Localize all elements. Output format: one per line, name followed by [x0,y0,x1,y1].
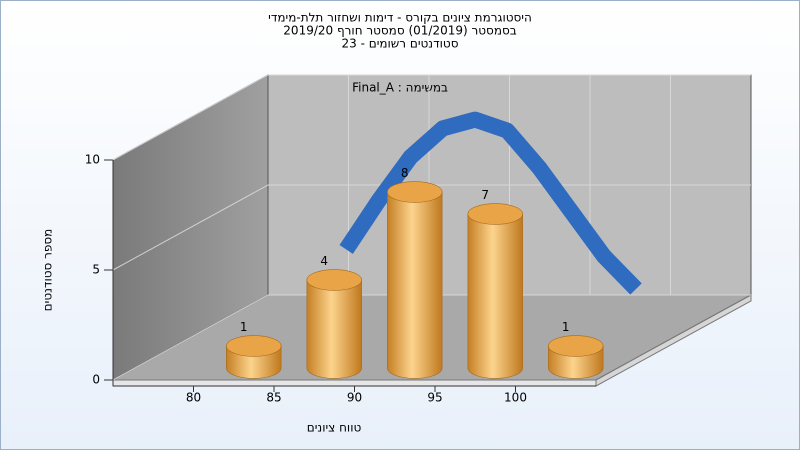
bar-top [548,335,604,357]
grid-line [112,294,269,381]
fit-curve [339,111,642,295]
y-axis-label: מספר סטודנטים [41,229,55,312]
x-tick-label: 90 [347,391,362,405]
bar [548,335,604,379]
x-tick-label: 80 [186,391,201,405]
value-label: 8 [401,166,409,180]
value-label: 7 [481,188,489,202]
bar-top [387,181,443,203]
bar [226,335,282,379]
annotation: Final_A : במשימה [352,81,448,95]
bar-body [306,279,362,379]
floor-edge [112,379,597,387]
bar [306,269,362,379]
bar-top [306,269,362,291]
x-axis-label: טווח ציונים [307,421,362,435]
bar-body [387,191,443,379]
y-tick-label: 10 [85,153,100,167]
value-label: 4 [320,254,328,268]
x-tick-label: 95 [427,391,442,405]
y-tick-label: 0 [92,373,100,387]
bar-top [467,203,523,225]
bar [387,181,443,379]
chart-title: סטודנטים רשומים - 23 [341,37,458,51]
y-tick-label: 5 [92,263,100,277]
value-label: 1 [562,320,570,334]
grid-line [112,74,269,161]
bar-body [467,213,523,379]
grid-line [112,184,269,271]
chart-title: היסטוגרמת ציונים בקורס - דימות ושחזור תל… [268,11,532,25]
bar [467,203,523,379]
x-tick-label: 85 [266,391,281,405]
x-tick-label: 100 [504,391,527,405]
chart-title: בסמסטר (01/2019) סמסטר חורף 2019/20 [283,24,516,38]
bar-top [226,335,282,357]
value-label: 1 [240,320,248,334]
